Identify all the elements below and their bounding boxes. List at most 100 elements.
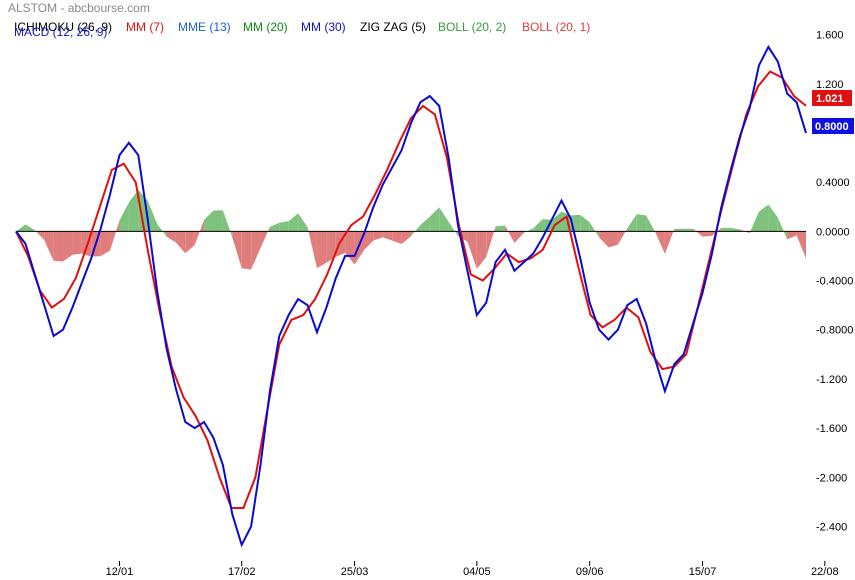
histogram-bar <box>467 231 477 269</box>
histogram-bar <box>373 231 383 241</box>
histogram-bar <box>185 231 195 254</box>
histogram-bar <box>213 210 223 232</box>
histogram-bar <box>486 226 496 257</box>
histogram-bar <box>646 215 656 233</box>
x-tick-label: 04/05 <box>463 566 491 578</box>
legend-item: BOLL (20, 2) <box>438 20 507 34</box>
legend-item: MME (13) <box>178 20 231 34</box>
histogram-bar <box>476 231 487 269</box>
histogram-bar <box>514 231 524 244</box>
histogram-bar <box>53 231 64 262</box>
histogram-bar <box>796 231 806 259</box>
histogram-bar <box>617 228 628 245</box>
histogram-bar <box>411 225 421 237</box>
legend-item: ZIG ZAG (5) <box>360 20 426 34</box>
y-tick-label: 0.4000 <box>816 177 850 189</box>
histogram-bar <box>683 228 694 232</box>
histogram-bar <box>599 231 609 248</box>
x-axis: 12/0117/0225/0304/0509/0615/0722/0827/09… <box>106 561 839 578</box>
histogram-bar <box>326 231 336 263</box>
histogram-bar <box>787 231 797 240</box>
histogram-bar <box>580 214 590 232</box>
legend-item: MM (20) <box>243 20 288 34</box>
histogram-bar <box>401 231 411 244</box>
histogram-bar <box>16 224 26 232</box>
histogram-bar <box>175 231 186 254</box>
legend-item: MM (30) <box>301 20 346 34</box>
histogram-bar <box>232 231 242 269</box>
histogram-bar <box>721 227 731 232</box>
histogram-bar <box>110 220 120 251</box>
y-tick-label: 1.600 <box>816 30 844 42</box>
histogram-bar <box>749 211 759 234</box>
y-tick-label: -2.000 <box>816 472 847 484</box>
histogram-bar <box>157 223 167 237</box>
signal-last-value: 1.021 <box>816 93 844 105</box>
histogram-bar <box>702 231 712 237</box>
macd-label: MACD (12, 26, 9) <box>14 25 108 39</box>
histogram-bar <box>251 231 261 270</box>
histogram-bar <box>495 225 506 232</box>
x-tick-label: 12/01 <box>106 566 134 578</box>
histogram-bar <box>533 219 543 232</box>
histogram-bar <box>420 216 430 232</box>
histogram-bar <box>316 231 327 269</box>
legend-item: ICHIMOKU (26, 9) <box>14 20 113 34</box>
histogram-bar <box>241 231 252 270</box>
legend-item: BOLL (20, 1) <box>522 20 591 34</box>
histogram-bar <box>288 213 299 232</box>
x-tick-label: 09/06 <box>576 566 604 578</box>
watermark: ALSTOM - abcbourse.com <box>8 1 150 15</box>
histogram-bar <box>279 221 289 232</box>
histogram-bar <box>758 204 769 232</box>
histogram-bar <box>63 231 73 262</box>
histogram-bar <box>25 224 35 232</box>
histogram-bar <box>363 231 374 251</box>
x-tick-label: 22/08 <box>811 566 839 578</box>
histogram-bar <box>429 207 440 232</box>
x-tick-label: 25/03 <box>341 566 369 578</box>
macd-last-value: 0.8000 <box>815 121 849 133</box>
histogram-bar <box>505 225 515 244</box>
histogram-bar <box>119 202 129 232</box>
histogram-bar <box>392 231 402 244</box>
histogram-bar <box>523 228 534 233</box>
histogram-layer <box>16 189 806 270</box>
histogram-bar <box>777 217 788 240</box>
histogram-bar <box>269 222 280 232</box>
y-tick-label: -1.600 <box>816 423 847 435</box>
y-tick-label: -0.4000 <box>816 276 853 288</box>
histogram-bar <box>44 231 54 261</box>
histogram-bar <box>655 231 665 255</box>
histogram-bar <box>307 227 317 269</box>
histogram-bar <box>100 231 111 257</box>
y-tick-label: -0.8000 <box>816 325 853 337</box>
histogram-bar <box>128 189 139 232</box>
histogram-bar <box>439 207 449 232</box>
legend-item: MM (7) <box>126 20 164 34</box>
histogram-bar <box>204 210 214 232</box>
histogram-bar <box>345 231 355 265</box>
histogram-bar <box>34 230 45 240</box>
histogram-bar <box>589 222 600 238</box>
x-tick-label: 15/07 <box>689 566 717 578</box>
histogram-bar <box>674 228 684 232</box>
histogram-bar <box>382 231 393 241</box>
histogram-bar <box>166 231 176 243</box>
histogram-bar <box>693 228 703 237</box>
y-axis: 1.600 1.200 0.4000 0.0000 -0.4000 -0.8000 -1.2… <box>816 30 853 534</box>
histogram-bar <box>194 219 205 245</box>
macd-line <box>15 44 807 548</box>
y-tick-label: 1.200 <box>816 79 844 91</box>
macd-last-value-badge: 0.8000 <box>812 118 854 134</box>
y-tick-label: 0.0000 <box>816 226 850 238</box>
histogram-bar <box>664 228 675 255</box>
histogram-bar <box>730 227 741 232</box>
histogram-bar <box>147 200 158 232</box>
histogram-bar <box>711 227 722 236</box>
signal-last-value-badge: 1.021 <box>812 90 852 106</box>
histogram-bar <box>768 204 778 232</box>
histogram-bar <box>636 214 647 232</box>
histogram-bar <box>608 231 618 248</box>
